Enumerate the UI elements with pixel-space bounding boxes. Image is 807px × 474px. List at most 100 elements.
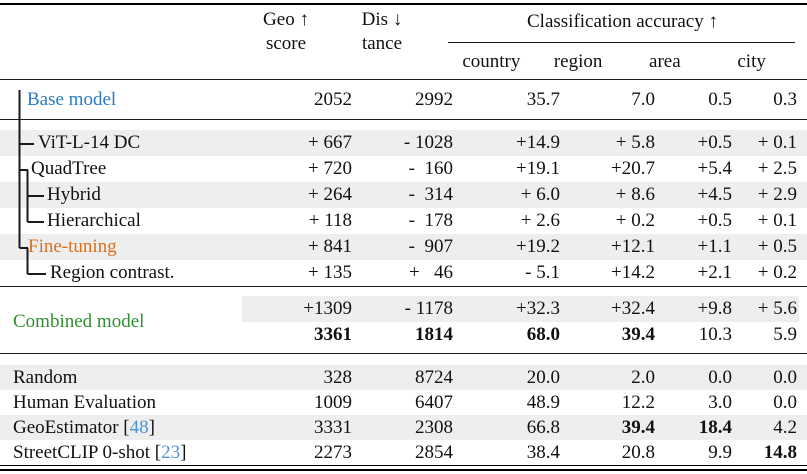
cell-hierarchical-col3: + 0.2 [615, 210, 655, 231]
row-label-base-model: Base model [27, 89, 117, 110]
row-streetclip-0-shot: StreetCLIP 0-shot [23] 2273 2854 38.4 20.8 9.… [0, 440, 807, 465]
row-label-hierarchical: Hierarchical [47, 210, 141, 231]
rule-base-bottom [0, 119, 807, 120]
cell-hybrid-col2: + 6.0 [520, 184, 560, 205]
cell-hybrid-col1: - 314 [408, 184, 453, 205]
col-header-distance: Dis ↓ [361, 9, 403, 30]
row-label-human-evaluation: Human Evaluation [13, 392, 156, 413]
cell-geoestimator-col2: 66.8 [526, 417, 560, 438]
cell-geoestimator-col3: 39.4 [621, 417, 655, 438]
rule-bottom [0, 465, 807, 471]
row-quadtree: QuadTree + 720 - 160 +19.1 +20.7 +5.4 + 2.5 [0, 156, 807, 182]
col-header-area: area [649, 51, 681, 72]
cell-streetclip-0-shot-col3: 20.8 [621, 442, 655, 463]
cell-hierarchical-col0: + 118 [308, 210, 352, 231]
section-combined-model: Combined model +1309 - 1178 +32.3 +32.4 +9.8… [0, 296, 807, 348]
cell-vit-l-14-dc-col5: + 0.1 [757, 132, 797, 153]
rule-classification-span [448, 42, 795, 43]
cell-fine-tuning-col5: + 0.5 [757, 236, 797, 257]
col-header-distance-line2: tance [361, 33, 403, 54]
cell-human-evaluation-col3: 12.2 [621, 392, 655, 413]
row-label-fine-tuning: Fine-tuning [28, 236, 117, 257]
row-label-quadtree: QuadTree [31, 158, 107, 179]
cell-combined-delta-col1: - 1178 [404, 298, 453, 319]
cell-combined-total-col1: 1814 [415, 324, 453, 345]
col-header-classification-accuracy: Classification accuracy ↑ [527, 11, 718, 32]
cell-hierarchical-col2: + 2.6 [520, 210, 560, 231]
cell-combined-total-col5: 5.9 [773, 324, 797, 345]
cell-base-model-col3: 7.0 [631, 89, 655, 110]
cell-vit-l-14-dc-col2: +14.9 [516, 132, 560, 153]
cell-quadtree-col2: +19.1 [516, 158, 560, 179]
row-label-random: Random [13, 367, 78, 388]
classification-subheaders: country region area city [448, 49, 795, 75]
partial-row-shade [242, 296, 799, 322]
cell-quadtree-col5: + 2.5 [757, 158, 797, 179]
cell-base-model-col1: 2992 [415, 89, 453, 110]
spacer [0, 354, 807, 365]
cell-combined-delta-col4: +9.8 [697, 298, 732, 319]
rule-combined-bottom [0, 353, 807, 354]
col-header-geo-score: Geo ↑ [263, 9, 309, 30]
row-label-streetclip-0-shot: StreetCLIP 0-shot [23] [13, 442, 187, 463]
row-label-region-contrast: Region contrast. [50, 262, 175, 283]
cell-random-col1: 8724 [415, 367, 453, 388]
cell-human-evaluation-col4: 3.0 [708, 392, 732, 413]
row-human-evaluation: Human Evaluation 1009 6407 48.9 12.2 3.0 0.0 [0, 390, 807, 415]
cell-hybrid-col3: + 8.6 [615, 184, 655, 205]
cell-region-contrast-col5: + 0.2 [757, 262, 797, 283]
cell-region-contrast-col4: +2.1 [697, 262, 732, 283]
cell-streetclip-0-shot-col0: 2273 [314, 442, 352, 463]
cell-fine-tuning-col1: - 907 [408, 236, 453, 257]
cell-combined-total-col4: 10.3 [698, 324, 732, 345]
row-hybrid: Hybrid + 264 - 314 + 6.0 + 8.6 +4.5 + 2.9 [0, 182, 807, 208]
cell-combined-delta-col0: +1309 [303, 298, 352, 319]
row-label-vit-l-14-dc: ViT-L-14 DC [38, 132, 141, 153]
cell-base-model-col5: 0.3 [773, 89, 797, 110]
cell-hybrid-col0: + 264 [308, 184, 352, 205]
cell-streetclip-0-shot-col1: 2854 [415, 442, 453, 463]
cell-geoestimator-col0: 3331 [314, 417, 352, 438]
cell-combined-total-col3: 39.4 [621, 324, 655, 345]
spacer [0, 120, 807, 130]
cell-fine-tuning-col4: +1.1 [697, 236, 732, 257]
col-header-geo-score-line2: score [265, 33, 307, 54]
cell-streetclip-0-shot-col2: 38.4 [526, 442, 560, 463]
cell-quadtree-col0: + 720 [308, 158, 352, 179]
cell-region-contrast-col0: + 135 [308, 262, 352, 283]
cell-streetclip-0-shot-col5: 14.8 [763, 442, 797, 463]
section-baselines: Random 328 8724 20.0 2.0 0.0 0.0 Human Evaluati… [0, 365, 807, 465]
cell-base-model-col4: 0.5 [708, 89, 732, 110]
cell-combined-total-col2: 68.0 [526, 324, 560, 345]
cell-human-evaluation-col0: 1009 [314, 392, 352, 413]
cell-region-contrast-col2: - 5.1 [525, 262, 560, 283]
row-geoestimator: GeoEstimator [48] 3331 2308 66.8 39.4 18.4 4.2 [0, 415, 807, 440]
cell-fine-tuning-col0: + 841 [308, 236, 352, 257]
cell-human-evaluation-col5: 0.0 [773, 392, 797, 413]
col-header-country: country [462, 51, 521, 72]
cell-hierarchical-col5: + 0.1 [757, 210, 797, 231]
row-region-contrast: Region contrast. + 135 + 46 - 5.1 +14.2 +2.1 +… [0, 260, 807, 286]
cell-random-col2: 20.0 [526, 367, 560, 388]
cell-geoestimator-col5: 4.2 [773, 417, 797, 438]
row-combined-delta: +1309 - 1178 +32.3 +32.4 +9.8 + 5.6 [0, 296, 807, 322]
citation-link-48[interactable]: 48 [129, 417, 149, 438]
row-vit-l-14-dc: ViT-L-14 DC + 667 - 1028 +14.9 + 5.8 +0.5 + 0.… [0, 130, 807, 156]
cell-base-model-col0: 2052 [314, 89, 352, 110]
cell-human-evaluation-col1: 6407 [415, 392, 453, 413]
section-ablations: ViT-L-14 DC + 667 - 1028 +14.9 + 5.8 +0.5 + 0.… [0, 130, 807, 286]
citation-link-23[interactable]: 23 [161, 442, 181, 463]
cell-geoestimator-col1: 2308 [415, 417, 453, 438]
cell-combined-delta-col5: + 5.6 [757, 298, 797, 319]
cell-vit-l-14-dc-col0: + 667 [308, 132, 352, 153]
row-fine-tuning: Fine-tuning + 841 - 907 +19.2 +12.1 +1.1 + 0.5 [0, 234, 807, 260]
combined-model-label: Combined model [13, 311, 145, 332]
spacer [0, 287, 807, 296]
cell-human-evaluation-col2: 48.9 [526, 392, 560, 413]
rule-header-bottom [0, 79, 807, 80]
row-base-model: Base model 2052 2992 35.7 7.0 0.5 0.3 [0, 80, 807, 119]
cell-random-col0: 328 [323, 367, 353, 388]
rule-top [0, 3, 807, 5]
cell-random-col5: 0.0 [773, 367, 797, 388]
